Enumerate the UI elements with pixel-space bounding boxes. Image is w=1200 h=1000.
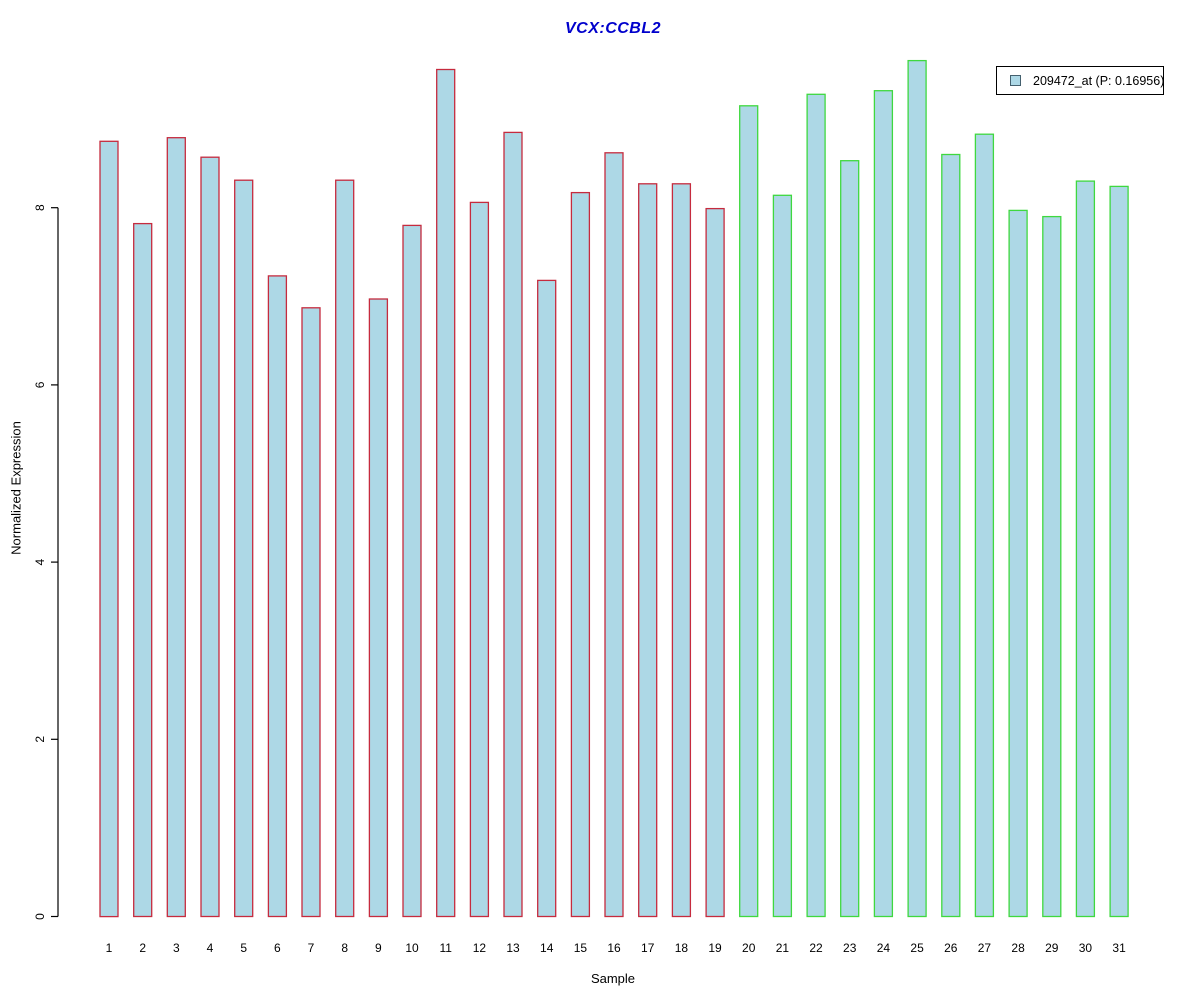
y-tick-label-8: 8 — [33, 204, 47, 211]
bar-sample-21 — [772, 194, 793, 918]
x-tick-labels: 1 2 3 4 5 6 7 8 9 10 11 12 13 14 15 16 17 18 19 20 21 22 23 24 2… — [106, 941, 1126, 955]
bar-sample-22 — [806, 93, 826, 918]
bar-sample-15 — [570, 191, 591, 918]
bar-sample-13 — [503, 131, 523, 918]
bar-sample-24 — [873, 90, 894, 918]
x-tick-label-11: 11 — [439, 941, 452, 955]
bar-sample-20 — [739, 105, 759, 918]
x-tick-label-5: 5 — [240, 941, 247, 955]
x-tick-label-12: 12 — [473, 941, 487, 955]
x-tick-label-13: 13 — [506, 941, 520, 955]
bar-sample-26 — [941, 153, 961, 918]
x-tick-label-26: 26 — [944, 941, 958, 955]
chart-title: VCX:CCBL2 — [564, 20, 662, 37]
legend-label: 209472_at (P: 0.16956) — [1033, 73, 1165, 88]
bar-sample-31 — [1109, 185, 1129, 918]
bar-sample-17 — [638, 183, 658, 918]
bar-sample-11 — [436, 68, 456, 918]
x-tick-label-29: 29 — [1045, 941, 1059, 955]
x-tick-label-27: 27 — [978, 941, 992, 955]
x-tick-label-3: 3 — [173, 941, 180, 955]
x-tick-label-31: 31 — [1112, 941, 1126, 955]
x-tick-label-28: 28 — [1011, 941, 1025, 955]
x-tick-label-20: 20 — [742, 941, 756, 955]
x-tick-label-23: 23 — [843, 941, 857, 955]
bar-sample-28 — [1008, 209, 1028, 918]
y-tick-label-2: 2 — [33, 736, 47, 743]
bar-sample-14 — [537, 279, 557, 918]
x-tick-label-10: 10 — [405, 941, 419, 955]
y-axis: 0 2 4 6 8 — [33, 204, 59, 920]
bar-sample-2 — [133, 222, 153, 918]
bar-sample-4 — [200, 156, 220, 918]
y-tick-label-6: 6 — [33, 381, 47, 388]
x-tick-label-4: 4 — [207, 941, 214, 955]
legend-box: 209472_at (P: 0.16956) — [996, 66, 1164, 95]
x-tick-label-22: 22 — [809, 941, 823, 955]
bar-sample-25 — [907, 59, 927, 918]
bar-sample-9 — [368, 298, 389, 918]
x-tick-label-21: 21 — [776, 941, 790, 955]
bar-sample-10 — [402, 224, 422, 918]
bar-sample-19 — [705, 207, 725, 918]
bar-sample-23 — [840, 160, 860, 918]
bar-sample-5 — [234, 179, 254, 918]
x-tick-label-19: 19 — [708, 941, 722, 955]
legend-swatch-icon — [1010, 75, 1021, 86]
y-tick-label-4: 4 — [33, 558, 47, 565]
bar-sample-16 — [604, 152, 624, 918]
x-tick-label-1: 1 — [106, 941, 113, 955]
x-axis-label: Sample — [590, 971, 636, 986]
bar-sample-7 — [301, 307, 321, 918]
x-tick-label-15: 15 — [574, 941, 588, 955]
y-axis-label: Normalized Expression — [8, 421, 24, 555]
x-tick-label-9: 9 — [375, 941, 382, 955]
bar-sample-1 — [99, 140, 119, 918]
x-tick-label-8: 8 — [341, 941, 348, 955]
x-tick-label-24: 24 — [877, 941, 891, 955]
x-tick-label-17: 17 — [641, 941, 655, 955]
bar-sample-3 — [166, 137, 186, 918]
x-tick-label-7: 7 — [308, 941, 315, 955]
x-tick-label-14: 14 — [540, 941, 554, 955]
bars — [99, 59, 1129, 918]
bar-sample-29 — [1042, 215, 1062, 918]
y-tick-label-0: 0 — [33, 913, 47, 920]
x-tick-label-6: 6 — [274, 941, 281, 955]
x-tick-label-25: 25 — [910, 941, 924, 955]
x-tick-label-18: 18 — [675, 941, 689, 955]
bar-sample-6 — [267, 275, 288, 918]
bar-sample-30 — [1075, 180, 1096, 918]
x-tick-label-16: 16 — [607, 941, 621, 955]
bar-sample-12 — [469, 201, 490, 918]
x-tick-label-2: 2 — [139, 941, 146, 955]
bar-sample-27 — [974, 133, 995, 918]
x-tick-label-30: 30 — [1079, 941, 1093, 955]
bar-sample-8 — [335, 179, 355, 918]
bar-sample-18 — [671, 183, 692, 918]
